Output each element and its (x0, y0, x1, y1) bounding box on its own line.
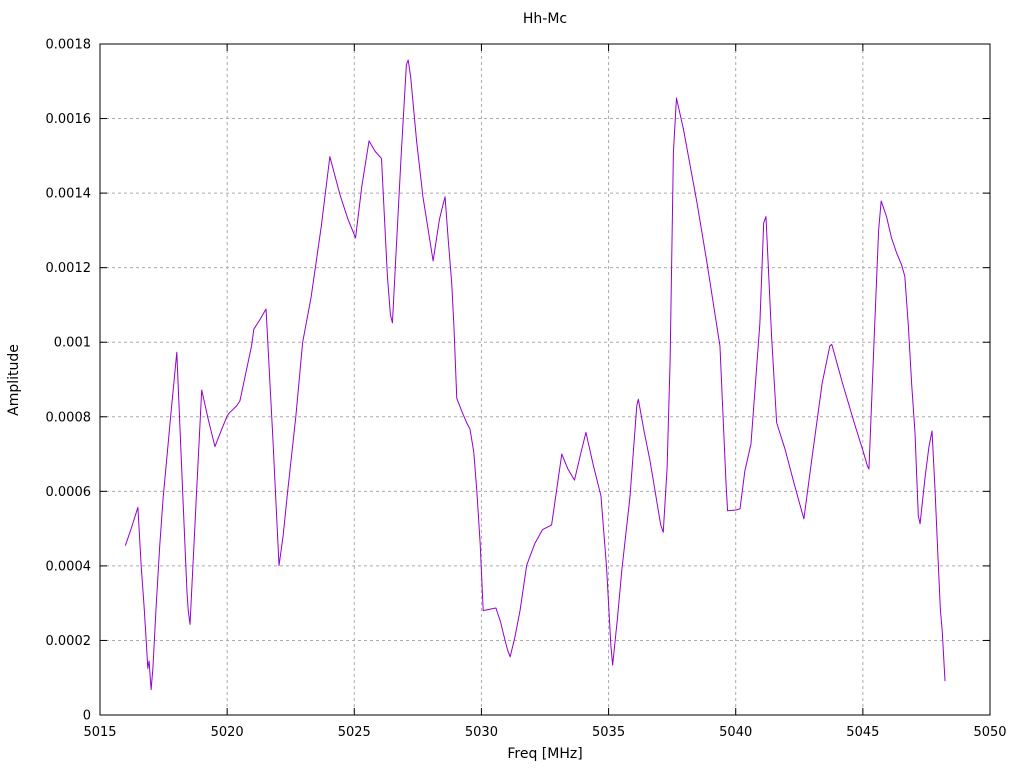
x-axis-label: Freq [MHz] (507, 746, 582, 762)
y-tick-label: 0.0016 (46, 112, 92, 127)
grid-layer (100, 44, 990, 715)
x-tick-label: 5035 (592, 725, 625, 740)
data-line (124, 59, 946, 691)
y-tick-label: 0.0014 (46, 187, 92, 202)
y-tick-label: 0.0002 (46, 634, 92, 649)
x-tick-label: 5020 (211, 725, 244, 740)
y-tick-label: 0.0004 (46, 559, 92, 574)
y-tick-label: 0.0012 (46, 261, 92, 276)
x-tick-label: 5030 (465, 725, 498, 740)
plot-border (99, 43, 991, 716)
y-tick-label: 0 (83, 709, 91, 724)
x-tick-label: 5040 (719, 725, 752, 740)
x-tick-label: 5045 (846, 725, 879, 740)
y-tick-label: 0.001 (54, 336, 91, 351)
y-tick-label: 0.0008 (46, 410, 92, 425)
plot-border-group (99, 43, 991, 716)
x-tick-label: 5025 (338, 725, 371, 740)
y-tick-label: 0.0006 (46, 485, 92, 500)
chart-title: Hh-Mc (523, 11, 567, 27)
series-layer (124, 59, 946, 691)
tick-layer (99, 43, 991, 716)
tick-label-layer: 5015 5020 5025 5030 5035 5040 5045 5050 0 0.0002 0… (46, 38, 1007, 741)
y-tick-label: 0.0018 (46, 38, 92, 53)
x-tick-label: 5050 (973, 725, 1006, 740)
x-tick-label: 5015 (83, 725, 116, 740)
y-axis-label: Amplitude (6, 344, 22, 416)
